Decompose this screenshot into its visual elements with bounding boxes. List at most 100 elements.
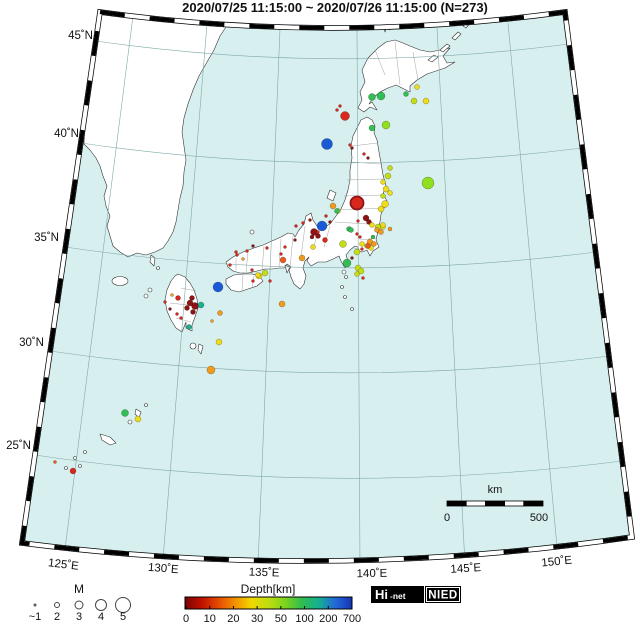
meridian-150e <box>507 22 559 558</box>
quake-marker <box>212 281 224 293</box>
quake-marker <box>228 263 232 267</box>
quake-marker <box>190 309 196 315</box>
quake-marker <box>235 253 239 257</box>
depth-tick-label: 700 <box>343 613 361 625</box>
quake-marker <box>210 319 214 323</box>
quake-marker <box>261 269 269 277</box>
quake-marker <box>255 272 261 278</box>
quake-marker <box>387 190 393 196</box>
quake-marker <box>279 256 287 264</box>
quake-marker <box>170 293 174 297</box>
map-border <box>18 8 636 564</box>
quake-marker <box>265 246 269 250</box>
land-izu-4 <box>350 307 354 311</box>
quake-marker <box>184 305 190 311</box>
quake-marker <box>324 214 328 218</box>
magnitude-legend-circle <box>115 597 131 613</box>
land-kerama-1 <box>83 450 87 454</box>
land-korea-mainland <box>83 12 234 258</box>
quake-marker <box>69 467 77 475</box>
depth-tick-label: 50 <box>275 613 287 625</box>
quake-marker <box>377 205 385 213</box>
quake-marker <box>310 244 316 250</box>
scale-bar: km 0 500 <box>444 484 548 524</box>
quake-marker <box>309 234 315 240</box>
quake-marker <box>353 248 361 256</box>
latitude-label: 35˚N <box>34 232 59 244</box>
land-tanegashima <box>197 343 204 355</box>
quake-marker <box>279 252 283 256</box>
longitude-label: 140˚E <box>357 568 388 581</box>
magnitude-legend-circle <box>33 603 37 607</box>
latitude-label: 40˚N <box>54 128 79 140</box>
longitude-label: 130˚E <box>147 562 179 576</box>
quake-marker <box>175 312 179 316</box>
quake-marker <box>251 244 255 248</box>
land-sado <box>326 189 337 202</box>
quake-marker <box>189 295 195 301</box>
quake-marker <box>322 237 328 243</box>
quake-marker <box>381 200 389 208</box>
quake-marker <box>360 247 364 251</box>
hinet-logo-text: Hi <box>375 587 388 602</box>
land-izu-3 <box>343 295 347 299</box>
depth-tick-label: 30 <box>251 613 263 625</box>
depth-tick-label: 100 <box>295 613 313 625</box>
scale-bar-segment <box>446 500 467 507</box>
land-jeju <box>111 276 129 286</box>
quake-marker <box>234 250 238 254</box>
scale-bar-segment <box>484 500 505 507</box>
land-yakushima <box>189 342 197 350</box>
quake-marker <box>378 229 384 235</box>
quake-marker <box>348 227 354 233</box>
quake-marker <box>121 409 129 417</box>
nied-logo-frame <box>426 587 460 602</box>
quake-marker <box>387 226 393 232</box>
magnitude-legend-value: 3 <box>76 611 82 623</box>
meridian-140e <box>356 29 361 561</box>
depth-tick-label: 0 <box>183 613 189 625</box>
quake-marker <box>350 146 354 150</box>
quake-marker <box>316 230 320 234</box>
land-goto-2 <box>143 293 149 299</box>
quake-marker <box>422 97 430 105</box>
quake-marker <box>335 108 339 112</box>
land-kyushu <box>164 273 199 333</box>
scale-bar-unit: km <box>488 484 503 496</box>
depth-tick-label: 20 <box>227 613 239 625</box>
quake-marker <box>301 221 305 225</box>
scale-bar-end: 500 <box>530 512 548 524</box>
meridian-125e <box>64 15 134 550</box>
latitude-label: 25˚N <box>6 440 31 452</box>
graticule-labels: 45˚N 40˚N 35˚N 30˚N 25˚N 125˚E 130˚E 135˚E 140˚E… <box>6 30 573 580</box>
magnitude-legend-circle <box>95 599 107 611</box>
quake-marker <box>328 220 332 224</box>
quake-marker <box>168 307 172 311</box>
scale-bar-start: 0 <box>444 512 450 524</box>
landmasses <box>64 12 472 470</box>
longitude-label: 135˚E <box>249 566 280 579</box>
quake-marker <box>298 254 306 262</box>
quake-marker <box>349 195 365 211</box>
quake-marker <box>308 218 312 222</box>
quake-marker <box>362 152 366 156</box>
magnitude-legend-title: M <box>74 582 84 596</box>
quake-marker <box>179 316 183 320</box>
land-okinawa <box>99 433 117 446</box>
quake-marker <box>241 257 245 261</box>
land-oki <box>249 229 255 235</box>
quake-marker <box>215 338 223 346</box>
quake-marker <box>268 279 272 283</box>
quake-marker <box>368 124 376 132</box>
epicenter-markers <box>53 84 435 475</box>
quake-marker <box>350 256 354 260</box>
magnitude-legend-value: 4 <box>98 611 104 623</box>
parallel-35n <box>64 246 597 269</box>
longitude-label: 145˚E <box>450 562 482 576</box>
depth-legend: Depth[km] 0 10 20 30 50 100 200 700 <box>183 582 361 625</box>
latitude-label: 45˚N <box>68 30 93 42</box>
quake-marker <box>410 97 418 105</box>
quake-marker <box>357 267 365 275</box>
quake-marker <box>380 222 386 228</box>
